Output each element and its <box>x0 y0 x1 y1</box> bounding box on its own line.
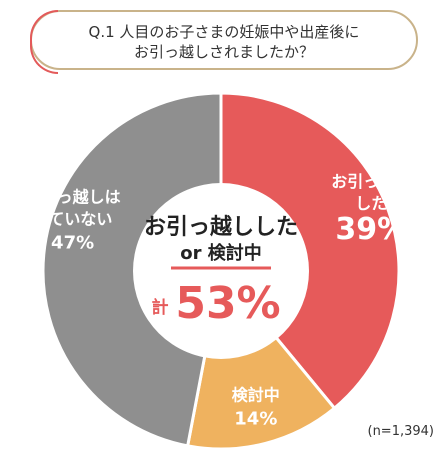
slice-label-line2-0: した <box>355 194 387 213</box>
sample-size-note: (n=1,394) <box>367 424 435 439</box>
donut-hole <box>133 183 309 359</box>
center-total-value: 53% <box>175 278 280 329</box>
question-box: Q.1 人目のお子さまの妊娠中や出産後に お引っ越しされましたか？ <box>30 10 418 74</box>
slice-label-0: お引っ越し <box>331 172 411 191</box>
question-line-1: Q.1 人目のお子さまの妊娠中や出産後に <box>88 23 360 41</box>
center-line-2: or 検討中 <box>180 242 262 264</box>
slice-percent-0: 39% <box>335 212 407 247</box>
slice-label-2: お引っ越しは <box>25 187 121 206</box>
question-text: Q.1 人目のお子さまの妊娠中や出産後に お引っ越しされましたか？ <box>72 22 376 62</box>
slice-label-line2-2: していない <box>33 209 113 228</box>
center-line-1: お引っ越しした <box>144 215 298 240</box>
slice-label-1: 検討中 <box>232 386 280 405</box>
slice-percent-2: 47% <box>51 232 94 253</box>
chart-slices <box>41 91 401 450</box>
slice-percent-1: 14% <box>234 409 277 430</box>
slice-0 <box>219 91 401 411</box>
slice-2 <box>41 91 223 448</box>
question-line-2: お引っ越しされましたか？ <box>133 43 314 61</box>
center-total-prefix: 計 <box>152 297 169 318</box>
